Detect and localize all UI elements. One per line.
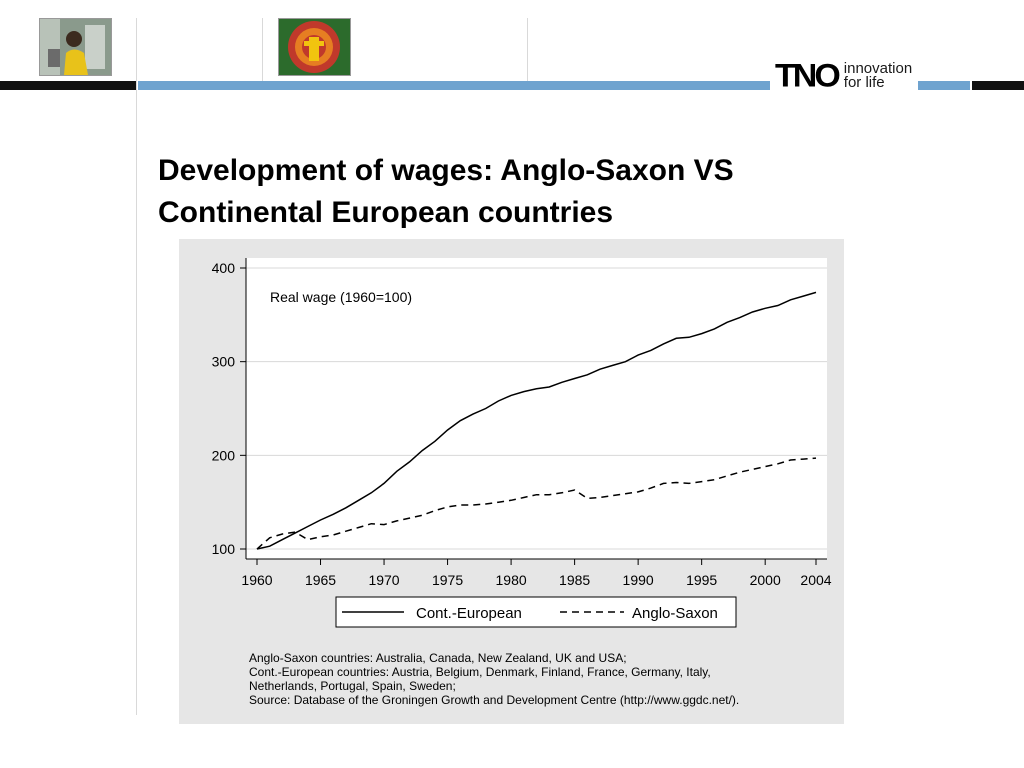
series-line-anglo-saxon (256, 457, 817, 550)
footnote-line: Cont.-European countries: Austria, Belgi… (249, 665, 711, 679)
header-band-blue-right (918, 81, 970, 90)
header-band-black-right (972, 81, 1024, 90)
divider-line (136, 18, 137, 715)
axes: 100 200 300 400 1960 1965 1970 1975 1980 1985 1990… (212, 258, 832, 588)
series-lines (256, 291, 817, 550)
legend: Cont.-European Anglo-Saxon (335, 596, 737, 628)
x-tick-label: 1985 (559, 572, 590, 588)
logo-mark: TNO (775, 57, 841, 95)
x-tick-label: 1990 (623, 572, 654, 588)
x-tick-label: 1975 (432, 572, 463, 588)
x-tick-label: 1980 (496, 572, 527, 588)
y-tick-label: 300 (212, 354, 236, 370)
footnote-line: Netherlands, Portugal, Spain, Sweden; (249, 679, 456, 693)
tno-logo: TNO innovation for life (775, 57, 917, 95)
series-line-cont-european (256, 291, 817, 550)
x-tick-label: 1965 (305, 572, 336, 588)
header-band-black-left (0, 81, 136, 90)
chart-annotation: Real wage (1960=100) (270, 289, 412, 305)
footnote-line: Anglo-Saxon countries: Australia, Canada… (249, 651, 627, 665)
logo-tagline-line2: for life (843, 74, 885, 91)
y-tick-label: 100 (212, 541, 236, 557)
slide-title-line1: Development of wages: Anglo-Saxon VS (158, 154, 734, 187)
logo-tagline-line1: innovation (843, 60, 913, 77)
grid-lines (246, 267, 827, 550)
footnotes: Anglo-Saxon countries: Australia, Canada… (249, 651, 739, 707)
x-tick-label: 2000 (750, 572, 781, 588)
logo-tagline: innovation for life (843, 60, 916, 91)
legend-label: Cont.-European (416, 605, 522, 622)
y-tick-label: 200 (212, 447, 236, 463)
legend-label: Anglo-Saxon (632, 605, 718, 622)
divider-line (262, 18, 263, 90)
slide-title: Development of wages: Anglo-Saxon VS Con… (158, 150, 858, 234)
x-tick-label: 1970 (368, 572, 399, 588)
x-tick-label: 2004 (800, 572, 831, 588)
header-photo-person (39, 18, 112, 76)
slide-title-line2: Continental European countries (158, 196, 614, 229)
x-tick-label: 1960 (241, 572, 272, 588)
header-photo-pattern (278, 18, 351, 76)
divider-line (527, 18, 528, 90)
x-tick-label: 1995 (686, 572, 717, 588)
y-tick-label: 400 (212, 260, 236, 276)
header-band-blue (138, 81, 770, 90)
footnote-line: Source: Database of the Groningen Growth… (249, 693, 740, 707)
